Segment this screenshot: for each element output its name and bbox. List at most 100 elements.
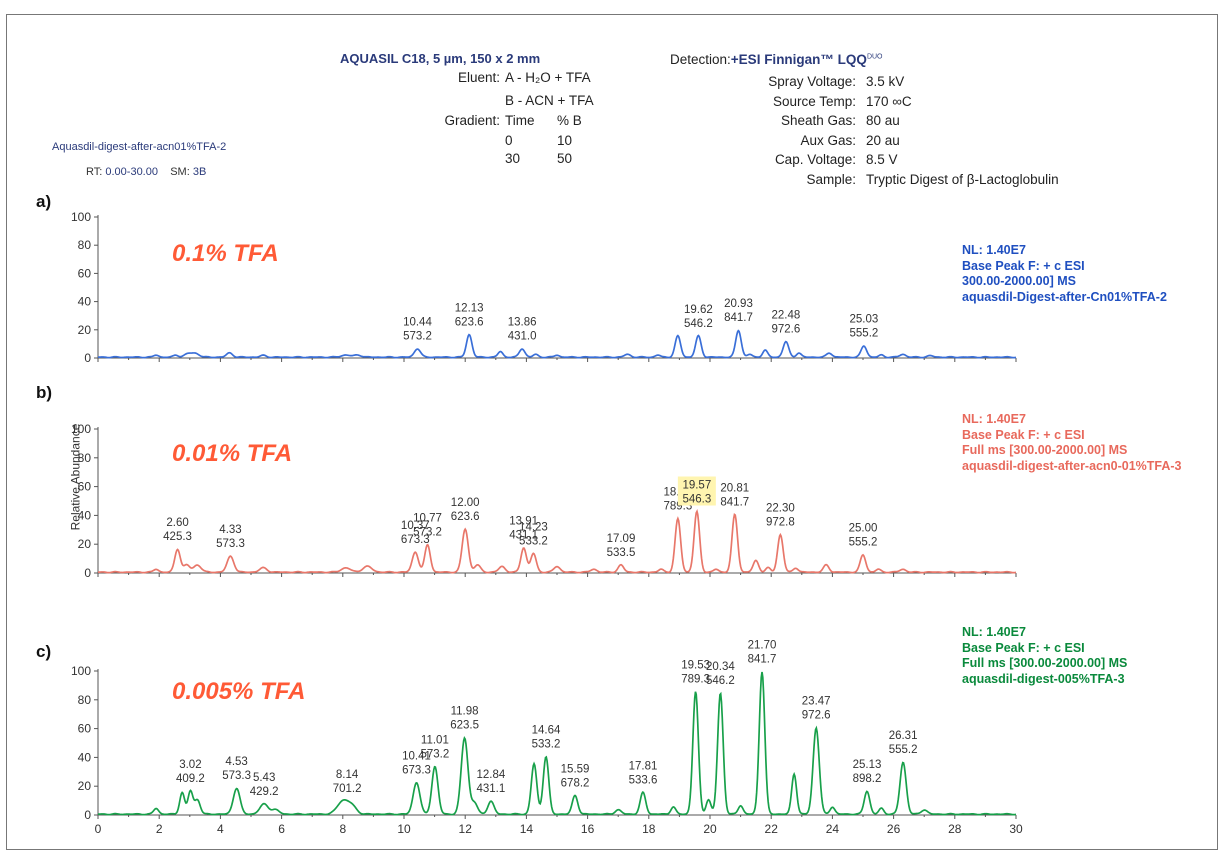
peak-mz-label: 972.8 [766,517,795,529]
x-tick-label: 16 [581,822,595,836]
panel-c-tfa-label: 0.005% TFA [172,678,306,705]
panel-a-tfa-label: 0.1% TFA [172,240,279,267]
panel-b-info-line: Full ms [300.00-2000.00] MS [962,443,1128,457]
panel-c-letter: c) [36,642,52,661]
gradient-b-2: 50 [557,151,573,166]
peak-mz-label: 533.2 [519,535,548,547]
x-tick-label: 26 [887,822,901,836]
param-value: 170 ∞C [866,93,912,109]
x-tick-label: 24 [826,822,840,836]
peak-rt-label: 11.01 [421,734,449,746]
peak-mz-label: 573.2 [403,331,432,343]
gradient-time-2: 30 [505,151,521,166]
y-tick-label: 40 [78,295,92,309]
peak-rt-label: 17.09 [607,533,636,545]
x-tick-label: 22 [765,822,779,836]
detection-line: Detection:+ESI Finnigan™ LQQDUO [670,52,883,67]
peak-rt-label: 15.59 [561,763,590,775]
peak-rt-label: 4.53 [225,756,247,768]
panel-b-info-line: Base Peak F: + c ESI [962,427,1085,442]
eluent-label: Eluent: [457,70,500,85]
peak-rt-label: 19.53 [681,660,710,672]
x-tick-label: 28 [948,822,962,836]
panel-b-info: NL: 1.40E7 Base Peak F: + c ESI Full ms … [962,412,1182,474]
param-value: 3.5 kV [866,74,905,89]
peak-mz-label: 425.3 [163,531,192,543]
panel-c-info-line: NL: 1.40E7 [962,625,1026,639]
peak-mz-label: 431.1 [509,530,538,542]
y-tick-label: 80 [78,693,92,707]
gradient-time-1: 0 [505,133,513,148]
y-tick-label: 80 [78,451,92,465]
x-tick-label: 6 [278,822,285,836]
rt-value: 0.00-30.00 [105,166,158,178]
peak-mz-label: 841.7 [724,312,753,324]
x-tick-label: 18 [642,822,656,836]
y-tick-label: 100 [71,210,91,224]
peak-mz-label: 678.2 [561,777,590,789]
peak-mz-label: 431.1 [477,783,506,795]
sm-value: 3B [192,166,207,178]
peak-rt-label: 13.91 [509,516,538,528]
peak-rt-label: 8.14 [336,769,359,781]
peak-mz-label: 573.2 [413,527,442,539]
peak-rt-label: 4.33 [219,524,241,536]
peak-rt-label: 22.48 [771,309,800,321]
peak-mz-label: 429.2 [250,786,279,798]
peak-mz-label: 431.0 [508,331,537,343]
y-tick-label: 0 [84,808,91,822]
peak-mz-label: 546.2 [684,318,713,330]
gradient-col-b: % B [557,113,582,128]
param-value: 20 au [866,132,900,148]
y-tick-label: 20 [78,537,92,551]
param-label: Spray Voltage: [768,74,856,89]
peak-mz-label: 841.7 [720,496,749,508]
file-name: Aquasdil-digest-after-acn01%TFA-2 [52,141,227,153]
y-tick-label: 20 [78,779,92,793]
param-label: Sample: [806,171,856,187]
peak-mz-label: 546.2 [706,675,735,687]
peak-rt-label: 2.60 [166,517,188,529]
detection-label: Detection: [670,52,731,67]
eluent-b: B - ACN + TFA [505,93,594,108]
peak-rt-label: 26.31 [889,730,918,742]
gradient-label: Gradient: [444,113,500,128]
peak-rt-label: 25.13 [853,759,882,771]
gradient-col-time: Time [505,113,535,128]
peak-rt-label: 14.64 [532,724,561,736]
peak-mz-label: 533.2 [532,738,561,750]
peak-mz-label: 898.2 [853,773,882,785]
y-tick-label: 60 [78,266,92,280]
peak-rt-label: 10.41 [402,750,431,762]
y-tick-label: 60 [78,722,92,736]
panel-a-info-line: NL: 1.40E7 [962,243,1026,257]
y-tick-label: 100 [71,664,91,678]
peak-mz-label: 555.2 [849,537,878,549]
x-tick-label: 2 [156,822,163,836]
peak-mz-label: 555.2 [889,744,918,756]
peak-mz-label: 701.2 [333,783,362,795]
peak-rt-label: 14.23 [519,521,548,533]
x-tick-label: 8 [339,822,346,836]
peak-rt-label: 25.03 [850,314,879,326]
peak-rt-label: 25.00 [849,523,878,535]
peak-rt-label: 13.86 [508,317,537,329]
figure-frame [6,14,1218,850]
x-tick-label: 12 [459,822,473,836]
peak-mz-label: 623.6 [451,511,480,523]
panel-a-info-line: 300.00-2000.00] MS [962,274,1076,288]
y-tick-label: 0 [84,566,91,580]
peak-mz-label: 573.2 [421,748,450,760]
panel-b-info-line: aquasdil-digest-after-acn0-01%TFA-3 [962,458,1182,473]
panel-c-info-line: aquasdil-digest-005%TFA-3 [962,671,1125,686]
peak-rt-label: 22.30 [766,503,795,515]
annotation-highlight [677,476,716,506]
peak-rt-label: 5.43 [253,772,275,784]
peak-rt-label: 12.13 [455,302,484,314]
peak-rt-label: 12.00 [451,497,480,509]
y-tick-label: 40 [78,750,92,764]
peak-rt-label: 11.98 [451,706,479,718]
peak-rt-label: 19.57 [682,480,711,492]
x-tick-label: 14 [520,822,534,836]
